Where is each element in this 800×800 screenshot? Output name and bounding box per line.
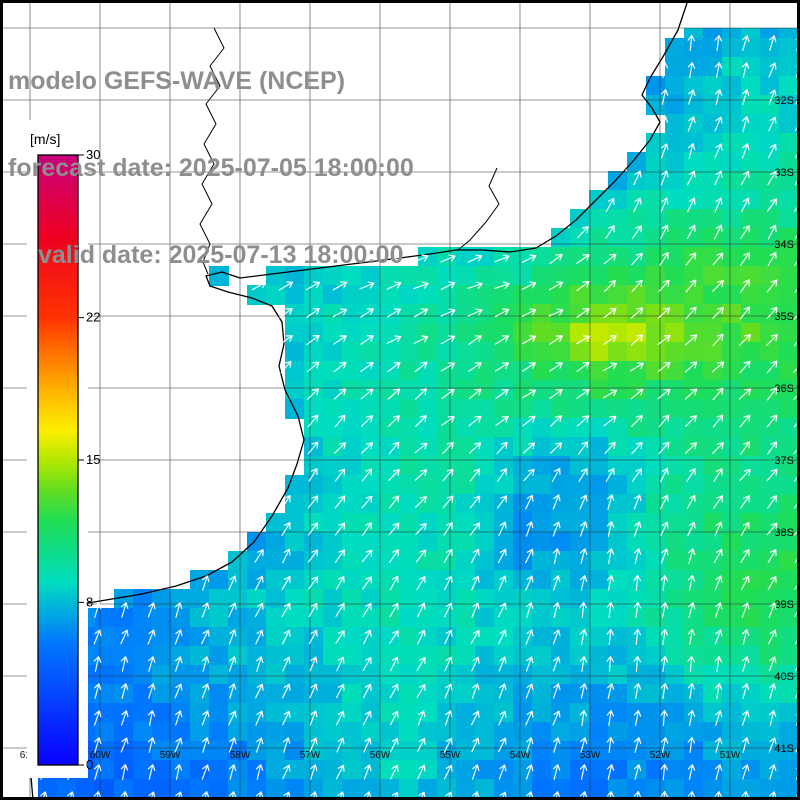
- lat-label: 38S: [774, 527, 794, 539]
- lon-label: 56W: [370, 750, 391, 761]
- lon-label: 60W: [90, 750, 111, 761]
- plot-header: modelo GEFS-WAVE (NCEP) forecast date: 2…: [8, 9, 414, 328]
- lat-label: 41S: [774, 743, 794, 755]
- lat-label: 35S: [774, 311, 794, 323]
- colorbar-tick-label: 30: [86, 147, 100, 162]
- lon-label: 51W: [720, 750, 741, 761]
- colorbar: [m/s] 30 22 15 8 0: [27, 120, 100, 778]
- valid-date-line: valid date: 2025-07-13 18:00:00: [38, 241, 404, 269]
- lat-label: 34S: [774, 239, 794, 251]
- lon-label: 52W: [650, 750, 671, 761]
- lat-label: 32S: [774, 95, 794, 107]
- lat-label: 39S: [774, 599, 794, 611]
- colorbar-gradient-bar: [37, 154, 79, 766]
- wind-arrows-layer: [39, 34, 798, 798]
- lat-label: 33S: [774, 167, 794, 179]
- colorbar-tick-label: 0: [86, 757, 93, 772]
- lat-label: 40S: [774, 671, 794, 683]
- model-title: modelo GEFS-WAVE (NCEP): [8, 67, 346, 95]
- lon-label: 57W: [300, 750, 321, 761]
- coastline: [29, 0, 689, 800]
- lat-label: 37S: [774, 455, 794, 467]
- forecast-date-line: forecast date: 2025-07-05 18:00:00: [8, 154, 414, 182]
- lon-label: 58W: [230, 750, 251, 761]
- lon-label: 55W: [440, 750, 461, 761]
- lon-label: 59W: [160, 750, 181, 761]
- lon-label: 54W: [510, 750, 531, 761]
- colorbar-ticks: 30 22 15 8 0: [78, 147, 100, 772]
- lon-label: 53W: [580, 750, 601, 761]
- lat-label: 36S: [774, 383, 794, 395]
- colorbar-unit-label: [m/s]: [30, 131, 60, 147]
- colorbar-tick-label: 22: [86, 310, 100, 325]
- colorbar-tick-label: 15: [86, 452, 100, 467]
- rivers-layer: [199, 27, 500, 275]
- colorbar-tick-label: 8: [86, 594, 93, 609]
